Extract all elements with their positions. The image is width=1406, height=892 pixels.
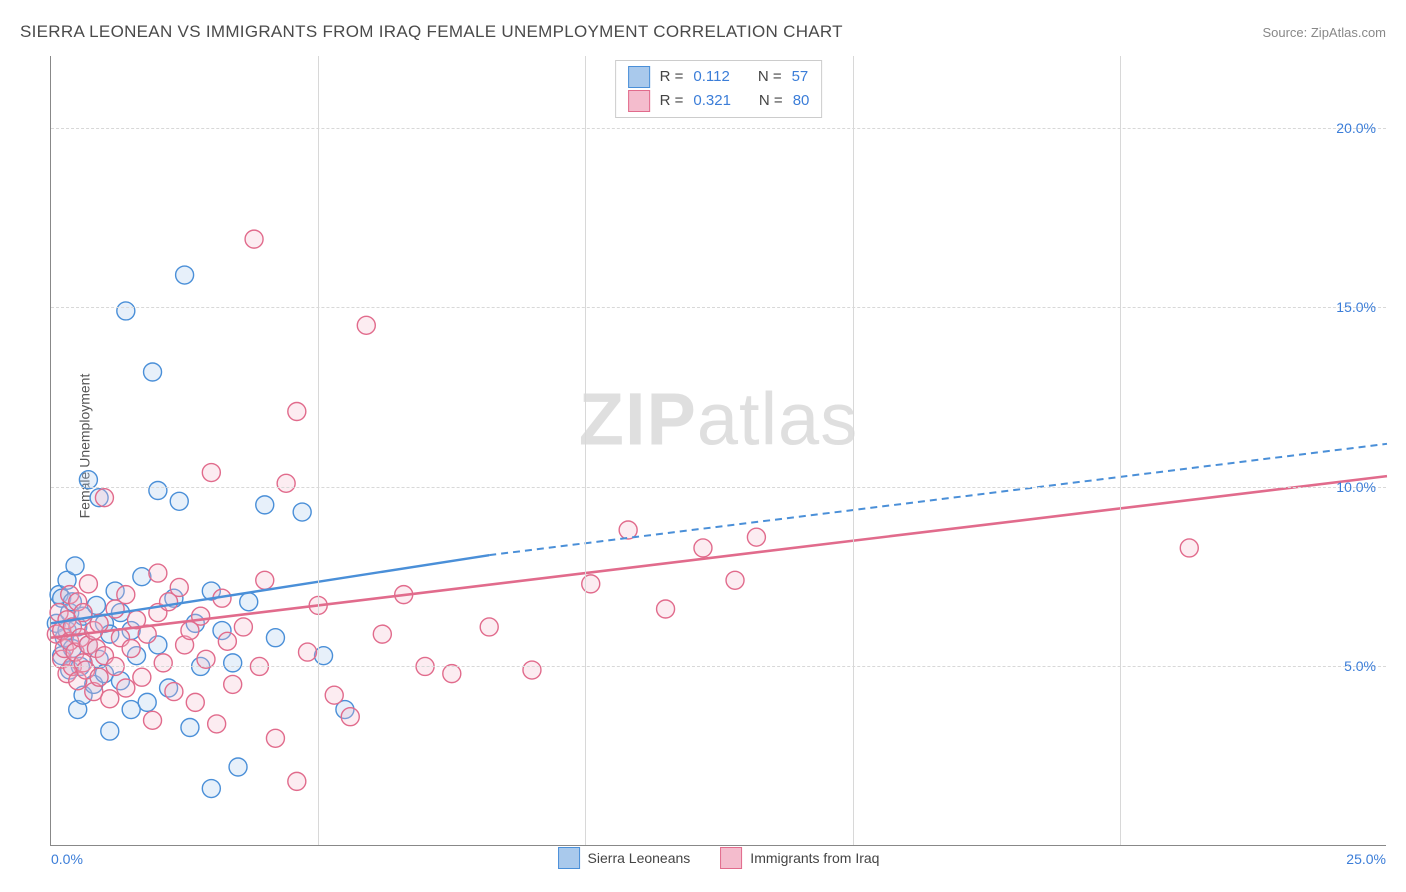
grid-h <box>51 487 1386 488</box>
y-tick: 20.0% <box>1336 120 1376 136</box>
legend-label-1: Sierra Leoneans <box>588 850 691 866</box>
y-tick: 5.0% <box>1344 658 1376 674</box>
r-value-2: 0.321 <box>693 89 731 113</box>
source-label: Source: ZipAtlas.com <box>1262 25 1386 40</box>
grid-h <box>51 307 1386 308</box>
x-tick-min: 0.0% <box>51 851 83 867</box>
grid-v <box>1120 56 1121 845</box>
swatch-series-2 <box>628 90 650 112</box>
chart-title: SIERRA LEONEAN VS IMMIGRANTS FROM IRAQ F… <box>20 22 843 42</box>
legend-row-1: R = 0.112 N = 57 <box>628 65 810 89</box>
legend-item-1: Sierra Leoneans <box>558 847 691 869</box>
correlation-legend: R = 0.112 N = 57 R = 0.321 N = 80 <box>615 60 823 118</box>
n-value-1: 57 <box>792 65 809 89</box>
swatch-icon <box>720 847 742 869</box>
grid-v <box>318 56 319 845</box>
header: SIERRA LEONEAN VS IMMIGRANTS FROM IRAQ F… <box>20 22 1386 42</box>
grid-v <box>853 56 854 845</box>
swatch-icon <box>558 847 580 869</box>
grid-h <box>51 666 1386 667</box>
legend-label-2: Immigrants from Iraq <box>750 850 879 866</box>
chart-svg <box>51 56 1386 845</box>
y-tick: 15.0% <box>1336 299 1376 315</box>
bottom-legend: Sierra Leoneans Immigrants from Iraq <box>558 847 880 869</box>
plot-area: ZIPatlas R = 0.112 N = 57 R = 0.321 N = … <box>50 56 1386 846</box>
r-value-1: 0.112 <box>693 65 729 89</box>
grid-h <box>51 128 1386 129</box>
n-value-2: 80 <box>793 89 810 113</box>
y-tick: 10.0% <box>1336 479 1376 495</box>
legend-row-2: R = 0.321 N = 80 <box>628 89 810 113</box>
swatch-series-1 <box>628 66 650 88</box>
x-tick-max: 25.0% <box>1346 851 1386 867</box>
legend-item-2: Immigrants from Iraq <box>720 847 879 869</box>
grid-v <box>585 56 586 845</box>
